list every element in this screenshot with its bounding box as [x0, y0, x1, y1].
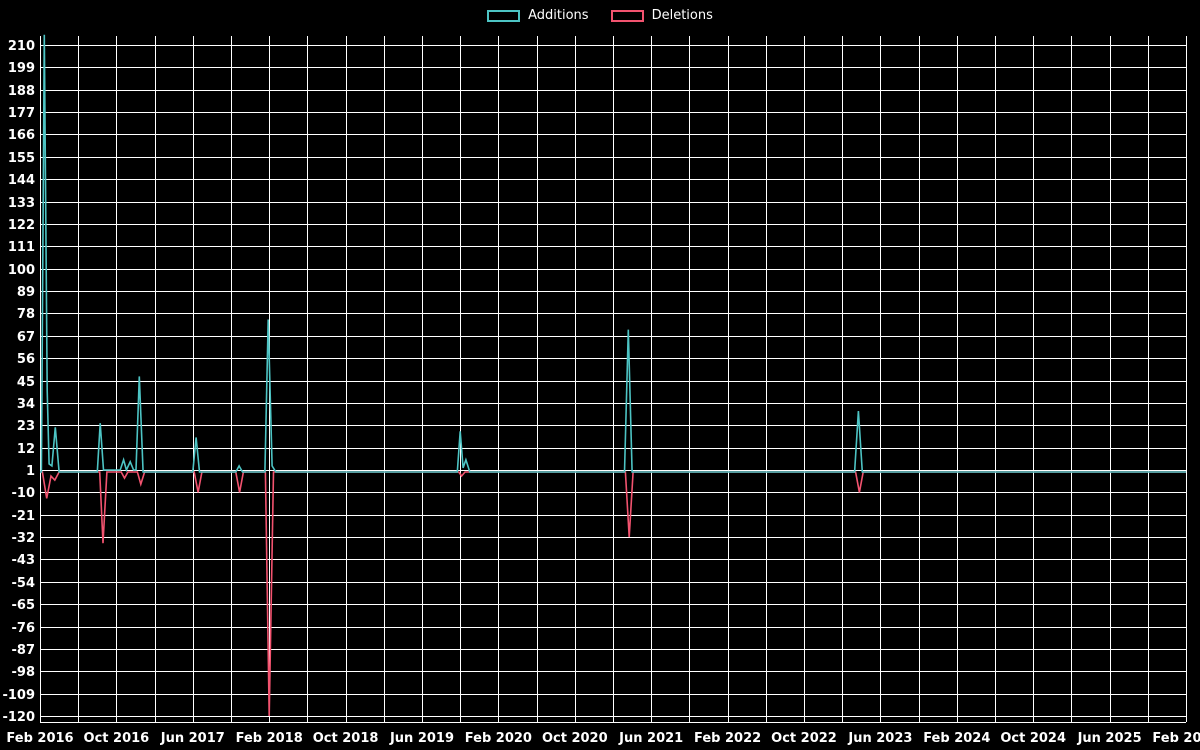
x-tick-label: Oct 2018: [313, 731, 379, 746]
y-tick-label: -10: [12, 486, 36, 501]
x-tick-label: Feb 2016: [6, 731, 73, 746]
x-tick-label: Jun 2019: [389, 731, 454, 746]
legend-item-deletions[interactable]: Deletions: [610, 8, 713, 23]
deletions-swatch-icon: [610, 9, 644, 22]
y-tick-label: 89: [17, 285, 35, 300]
y-tick-label: -76: [12, 621, 36, 636]
x-tick-label: Oct 2020: [542, 731, 608, 746]
y-tick-label: 56: [17, 352, 35, 367]
legend-label-additions: Additions: [528, 8, 589, 23]
y-tick-label: 67: [17, 330, 35, 345]
y-tick-label: 122: [8, 218, 35, 233]
y-tick-label: 111: [8, 240, 35, 255]
additions-swatch-icon: [487, 9, 521, 22]
y-tick-label: -120: [2, 710, 35, 725]
x-tick-label: Feb 2026: [1152, 731, 1200, 746]
y-tick-label: -54: [12, 576, 36, 591]
y-tick-label: 155: [8, 151, 35, 166]
y-tick-label: 166: [8, 128, 35, 143]
x-tick-label: Feb 2022: [694, 731, 761, 746]
x-tick-label: Oct 2022: [771, 731, 837, 746]
y-tick-label: 100: [8, 263, 35, 278]
x-tick-label: Feb 2024: [923, 731, 990, 746]
y-tick-label: 199: [8, 61, 35, 76]
y-tick-label: -98: [12, 665, 36, 680]
y-tick-label: -21: [12, 509, 36, 524]
y-tick-label: -109: [2, 688, 35, 703]
y-tick-label: 34: [17, 397, 35, 412]
y-tick-label: 188: [8, 84, 35, 99]
chart-legend: Additions Deletions: [0, 8, 1200, 23]
legend-label-deletions: Deletions: [651, 8, 713, 23]
x-tick-label: Feb 2020: [465, 731, 532, 746]
y-tick-label: -32: [12, 531, 36, 546]
y-tick-label: 177: [8, 106, 35, 121]
y-tick-label: -43: [12, 553, 36, 568]
x-tick-label: Oct 2024: [1000, 731, 1066, 746]
y-tick-label: 133: [8, 196, 35, 211]
series-line-additions: [40, 34, 1186, 473]
legend-item-additions[interactable]: Additions: [487, 8, 589, 23]
x-tick-label: Oct 2016: [84, 731, 150, 746]
x-tick-label: Jun 2023: [847, 731, 912, 746]
y-tick-label: 144: [8, 173, 35, 188]
x-tick-label: Feb 2018: [236, 731, 303, 746]
y-tick-label: -87: [12, 643, 36, 658]
x-tick-label: Jun 2017: [160, 731, 225, 746]
y-tick-label: 23: [17, 419, 35, 434]
y-tick-label: -65: [12, 598, 36, 613]
y-tick-label: 78: [17, 307, 35, 322]
y-tick-label: 1: [26, 464, 35, 479]
y-tick-label: 45: [17, 375, 35, 390]
x-tick-label: Jun 2021: [618, 731, 683, 746]
y-tick-label: 210: [8, 39, 35, 54]
y-tick-label: 12: [17, 442, 35, 457]
x-tick-label: Jun 2025: [1077, 731, 1142, 746]
